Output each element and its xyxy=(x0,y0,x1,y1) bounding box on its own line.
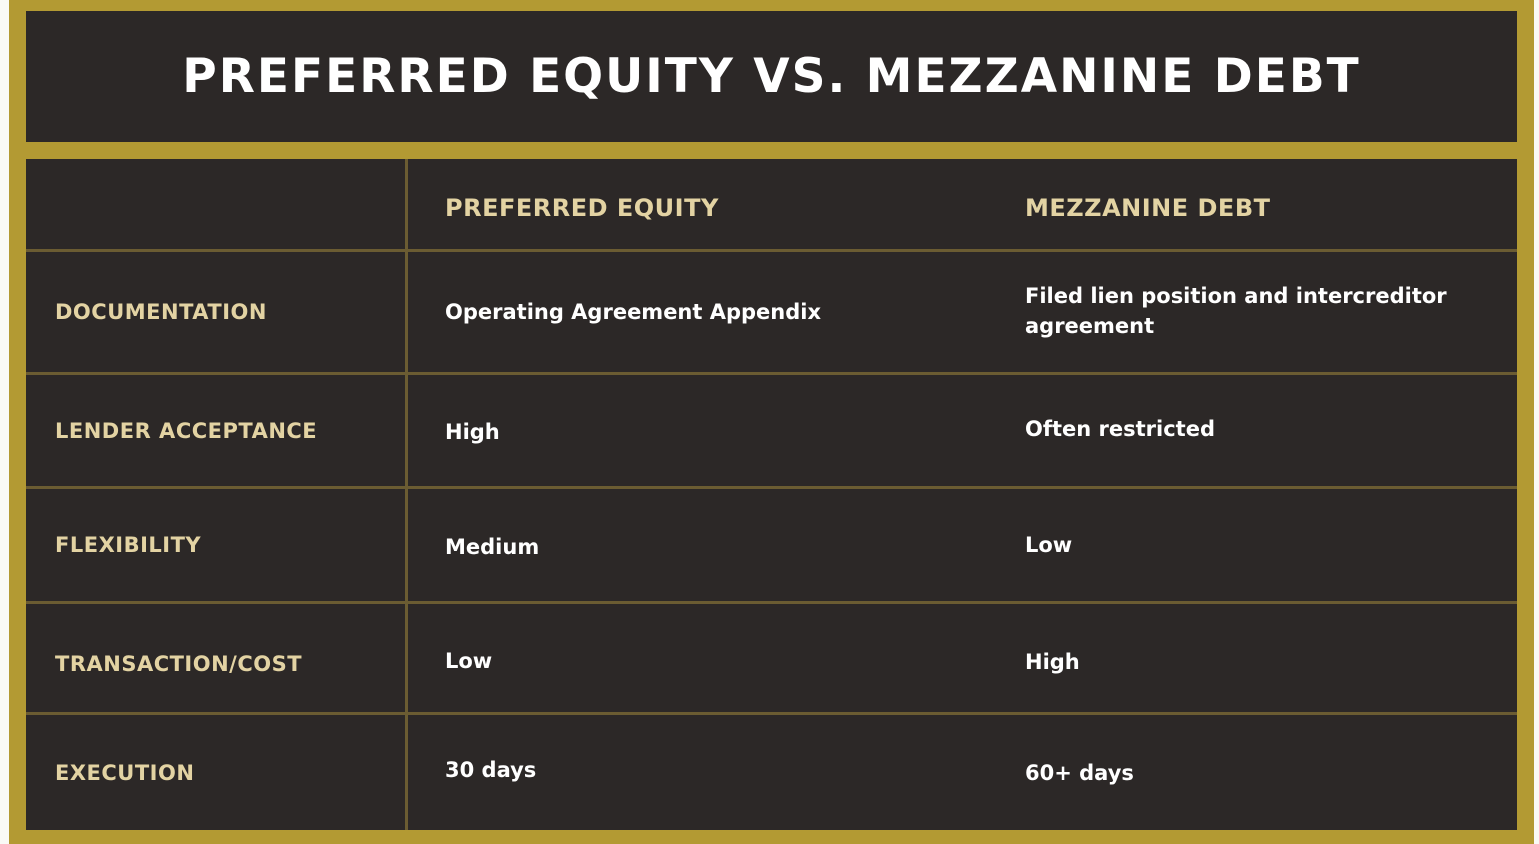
row-divider xyxy=(26,601,1517,604)
row-divider xyxy=(26,486,1517,489)
header-cell-empty xyxy=(55,159,400,249)
header-mezzanine-debt: MEZZANINE DEBT xyxy=(1025,194,1271,222)
cell-documentation-preferred-equity: Operating Agreement Appendix xyxy=(445,300,822,324)
page-title: PREFERRED EQUITY VS. MEZZANINE DEBT xyxy=(182,49,1361,104)
cell-flexibility-mezzanine-debt: Low xyxy=(1025,533,1073,557)
row-divider xyxy=(26,712,1517,715)
row-label-execution: EXECUTION xyxy=(55,761,195,785)
row-label-documentation: DOCUMENTATION xyxy=(55,300,267,324)
cell-execution-preferred-equity: 30 days xyxy=(445,758,537,782)
row-label-flexibility: FLEXIBILITY xyxy=(55,533,202,557)
row-label-lender-acceptance: LENDER ACCEPTANCE xyxy=(55,418,318,443)
row-label-transaction-cost: TRANSACTION/COST xyxy=(55,652,303,676)
cell-execution-mezzanine-debt: 60+ days xyxy=(1025,760,1134,785)
cell-transaction-cost-mezzanine-debt: High xyxy=(1025,650,1080,674)
cell-lender-acceptance-preferred-equity: High xyxy=(445,419,500,444)
row-divider xyxy=(26,249,1517,252)
cell-flexibility-preferred-equity: Medium xyxy=(445,535,540,559)
title-banner: PREFERRED EQUITY VS. MEZZANINE DEBT xyxy=(26,11,1517,142)
cell-documentation-mezzanine-debt: Filed lien position and intercreditor ag… xyxy=(1025,283,1447,338)
cell-transaction-cost-preferred-equity: Low xyxy=(445,649,493,673)
row-divider xyxy=(26,372,1517,375)
column-divider xyxy=(405,159,408,830)
cell-lender-acceptance-mezzanine-debt: Often restricted xyxy=(1025,416,1215,441)
header-preferred-equity: PREFERRED EQUITY xyxy=(445,194,719,222)
comparison-table: PREFERRED EQUITY MEZZANINE DEBT DOCUMENT… xyxy=(26,159,1517,830)
